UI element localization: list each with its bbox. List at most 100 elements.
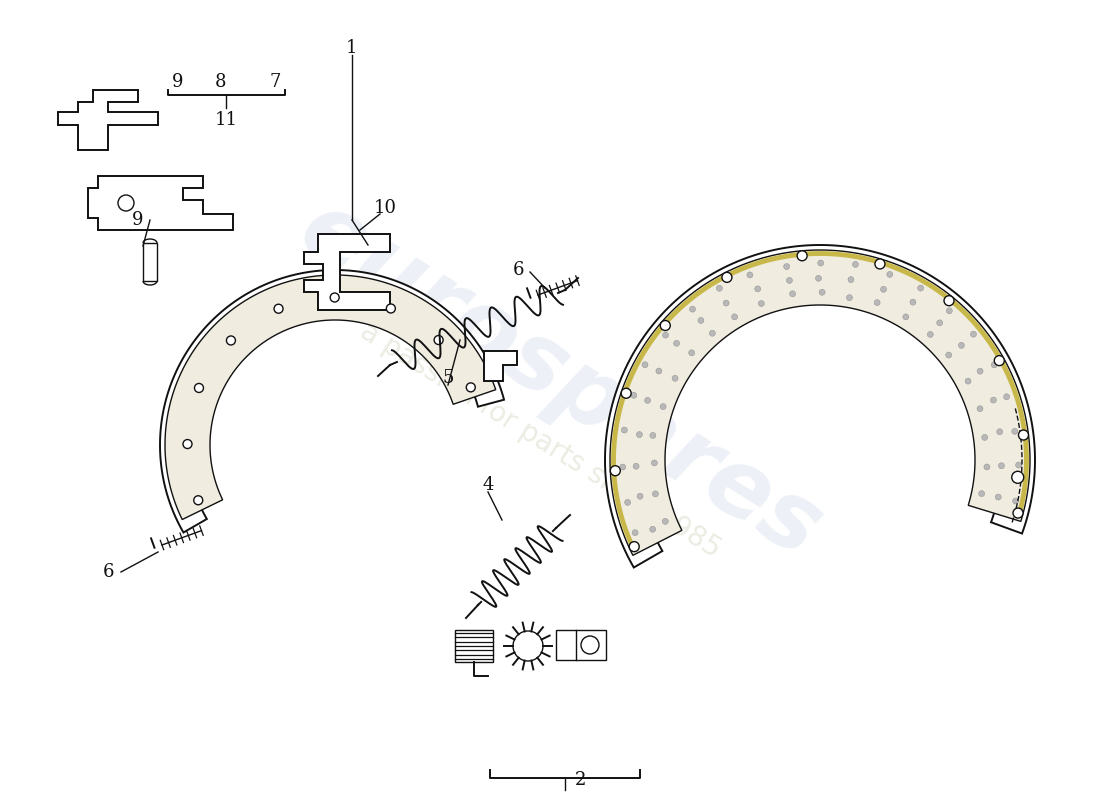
Circle shape [917,285,924,291]
Circle shape [990,397,997,403]
Text: 2: 2 [574,771,585,789]
Circle shape [723,300,729,306]
Circle shape [697,318,704,323]
Circle shape [642,362,648,368]
Circle shape [1012,428,1018,434]
Bar [455,630,493,662]
Polygon shape [304,234,390,310]
Circle shape [621,427,627,433]
Circle shape [386,304,395,313]
Circle shape [630,392,637,398]
Circle shape [999,462,1004,469]
Circle shape [817,260,824,266]
Circle shape [981,434,988,440]
Circle shape [965,378,971,384]
Text: 1: 1 [346,39,358,57]
Circle shape [977,406,983,412]
Circle shape [672,375,678,382]
Polygon shape [610,250,1030,555]
Text: 7: 7 [270,73,280,91]
Circle shape [991,362,998,368]
Circle shape [656,368,662,374]
Circle shape [629,542,639,552]
Circle shape [619,464,626,470]
Circle shape [983,464,990,470]
Text: 6: 6 [102,563,113,581]
Circle shape [996,494,1001,500]
Circle shape [852,262,858,267]
Circle shape [330,293,339,302]
Circle shape [1012,471,1024,483]
Circle shape [937,320,943,326]
Circle shape [645,398,650,403]
Circle shape [997,429,1003,434]
Circle shape [634,463,639,470]
Circle shape [690,306,695,312]
Circle shape [660,403,667,410]
Circle shape [1003,394,1010,400]
Circle shape [195,383,204,393]
Circle shape [783,263,790,270]
Circle shape [786,278,792,283]
Circle shape [847,294,852,301]
Polygon shape [58,90,158,150]
Text: 8: 8 [214,73,225,91]
Circle shape [194,496,202,505]
Circle shape [977,368,983,374]
Circle shape [944,296,954,306]
Circle shape [227,336,235,345]
Circle shape [513,631,543,661]
Circle shape [689,350,695,356]
Circle shape [848,277,854,282]
Text: 10: 10 [374,199,396,217]
Circle shape [755,286,761,292]
Circle shape [660,321,670,330]
Text: 5: 5 [442,369,453,387]
Circle shape [662,332,669,338]
Circle shape [927,331,933,338]
Text: 9: 9 [173,73,184,91]
Circle shape [732,314,738,320]
Polygon shape [605,245,1035,567]
Circle shape [880,286,887,292]
Circle shape [183,439,192,449]
Circle shape [632,530,638,536]
Circle shape [790,291,795,297]
Circle shape [716,286,723,291]
Bar [143,243,157,281]
Circle shape [650,526,656,532]
Circle shape [1019,430,1028,440]
Circle shape [722,272,732,282]
Circle shape [466,383,475,392]
Polygon shape [160,270,504,533]
Circle shape [274,304,283,314]
Text: 6: 6 [514,261,525,279]
Circle shape [625,499,630,506]
Circle shape [910,299,916,305]
Circle shape [581,636,600,654]
Circle shape [118,195,134,211]
Circle shape [994,356,1004,366]
Polygon shape [484,351,517,381]
Circle shape [820,290,825,295]
Circle shape [637,494,644,499]
Circle shape [874,259,884,269]
Circle shape [747,272,752,278]
Text: 11: 11 [214,111,238,129]
Circle shape [1013,498,1019,504]
Circle shape [434,335,443,345]
Circle shape [887,271,893,278]
Circle shape [903,314,909,320]
Circle shape [662,518,669,524]
Circle shape [815,275,822,282]
Circle shape [970,331,977,337]
Circle shape [874,299,880,306]
Circle shape [710,330,715,336]
Text: 4: 4 [482,476,494,494]
Polygon shape [165,275,496,519]
Circle shape [652,491,659,497]
Circle shape [673,340,680,346]
Circle shape [650,433,656,438]
Circle shape [758,301,764,306]
Circle shape [946,308,953,314]
